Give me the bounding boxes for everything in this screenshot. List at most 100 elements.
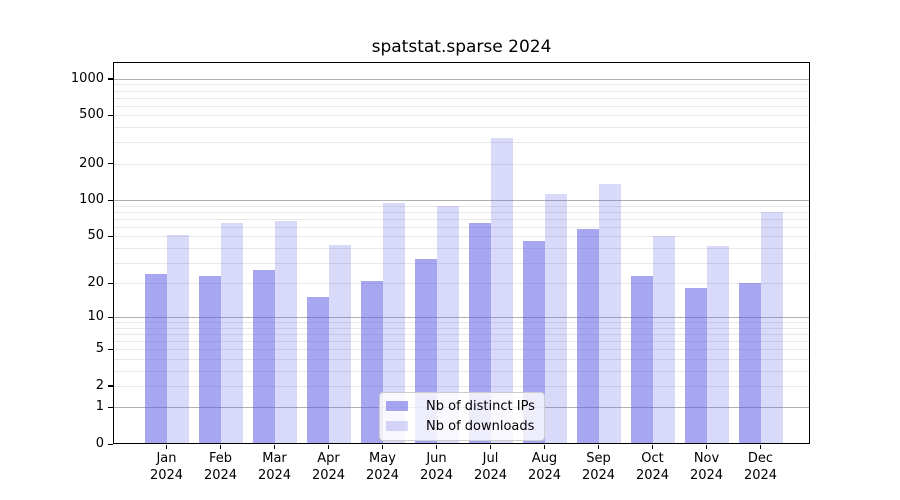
- x-tick-mark: [328, 444, 330, 449]
- x-tick-label-jan: Jan 2024: [149, 451, 184, 483]
- x-tick-mark: [166, 444, 168, 449]
- y-tick-label: 10: [87, 309, 104, 325]
- y-gridline-minor: [113, 349, 810, 351]
- bar-distinct-ips-jul: [468, 223, 491, 444]
- x-tick-label-feb: Feb 2024: [203, 451, 238, 483]
- y-tick-mark: [108, 385, 113, 387]
- bar-distinct-ips-oct: [630, 276, 653, 444]
- y-gridline-minor: [113, 205, 810, 207]
- y-gridline-minor: [113, 142, 810, 144]
- x-tick-label-sep: Sep 2024: [581, 451, 616, 483]
- bar-downloads-apr: [328, 245, 351, 444]
- x-tick-label-apr: Apr 2024: [311, 451, 346, 483]
- x-tick-mark: [274, 444, 276, 449]
- legend-entry-distinct-ips: Nb of distinct IPs: [386, 396, 535, 416]
- y-gridline-major: [113, 200, 810, 202]
- bar-downloads-aug: [544, 193, 567, 444]
- y-tick-label: 0: [95, 436, 104, 451]
- x-tick-label-jul: Jul 2024: [473, 451, 508, 483]
- y-gridline-minor: [113, 211, 810, 213]
- x-tick-mark: [652, 444, 654, 449]
- y-tick-label: 500: [79, 107, 104, 123]
- bar-downloads-jul: [490, 138, 513, 444]
- y-gridline-minor: [113, 334, 810, 336]
- bar-downloads-mar: [274, 220, 297, 444]
- x-tick-label-may: May 2024: [365, 451, 400, 483]
- plot-area: Nb of distinct IPs Nb of downloads: [113, 62, 810, 444]
- bar-downloads-feb: [220, 222, 243, 444]
- x-tick-label-oct: Oct 2024: [635, 451, 670, 483]
- bar-downloads-dec: [760, 212, 783, 444]
- y-tick-mark: [108, 348, 113, 350]
- x-tick-label-jun: Jun 2024: [419, 451, 454, 483]
- legend-label-distinct-ips: Nb of distinct IPs: [426, 398, 535, 414]
- legend-swatch-distinct-ips: [386, 401, 408, 411]
- y-gridline-minor: [113, 341, 810, 343]
- y-gridline-minor: [113, 370, 810, 372]
- x-tick-mark: [436, 444, 438, 449]
- y-tick-mark: [108, 114, 113, 117]
- x-tick-mark: [382, 444, 384, 449]
- y-tick-mark: [108, 443, 113, 445]
- y-gridline-minor: [113, 127, 810, 129]
- y-gridline-minor: [113, 84, 810, 86]
- y-gridline-minor: [113, 90, 810, 92]
- y-gridline-minor: [113, 262, 810, 264]
- y-gridline-minor: [113, 105, 810, 107]
- y-gridline-minor: [113, 247, 810, 249]
- y-gridline-major: [113, 317, 810, 319]
- y-gridline-minor: [113, 358, 810, 360]
- bar-distinct-ips-feb: [198, 276, 221, 444]
- x-tick-mark: [598, 444, 600, 449]
- legend: Nb of distinct IPs Nb of downloads: [379, 392, 545, 441]
- y-tick-mark: [108, 163, 113, 165]
- bar-downloads-nov: [706, 246, 729, 444]
- y-tick-label: 5: [95, 341, 104, 357]
- bar-downloads-may: [382, 202, 405, 444]
- y-gridline-minor: [113, 226, 810, 228]
- y-tick-label: 2: [95, 377, 104, 393]
- y-gridline-minor: [113, 97, 810, 99]
- y-gridline-minor: [113, 163, 810, 165]
- y-tick-mark: [108, 406, 113, 409]
- x-tick-label-nov: Nov 2024: [689, 451, 724, 483]
- bar-distinct-ips-mar: [252, 269, 275, 444]
- x-tick-label-aug: Aug 2024: [527, 451, 562, 483]
- x-tick-mark: [490, 444, 492, 449]
- y-tick-label: 1000: [70, 70, 104, 86]
- y-gridline-minor: [113, 236, 810, 238]
- bar-downloads-jan: [166, 235, 189, 444]
- chart-title: spatstat.sparse 2024: [371, 37, 552, 57]
- legend-entry-downloads: Nb of downloads: [386, 416, 535, 436]
- x-tick-mark: [220, 444, 222, 449]
- bar-distinct-ips-sep: [576, 229, 599, 444]
- y-tick-mark: [108, 282, 113, 284]
- bar-distinct-ips-apr: [306, 297, 329, 444]
- x-tick-label-dec: Dec 2024: [743, 451, 778, 483]
- y-gridline-minor: [113, 115, 810, 117]
- bar-distinct-ips-jan: [144, 273, 167, 444]
- y-tick-mark: [108, 316, 113, 318]
- x-tick-mark: [544, 444, 546, 449]
- y-tick-label: 100: [79, 192, 104, 208]
- bar-downloads-sep: [598, 184, 621, 444]
- y-tick-mark: [108, 78, 113, 80]
- bar-distinct-ips-may: [360, 280, 383, 444]
- y-tick-mark: [108, 199, 113, 201]
- bar-downloads-jun: [436, 205, 459, 444]
- y-gridline-minor: [113, 218, 810, 220]
- y-tick-mark: [108, 235, 113, 237]
- y-tick-label: 1: [95, 399, 104, 415]
- y-tick-label: 50: [87, 228, 104, 244]
- y-tick-label: 20: [87, 275, 104, 291]
- y-gridline-minor: [113, 322, 810, 324]
- bar-distinct-ips-dec: [738, 283, 761, 444]
- legend-swatch-downloads: [386, 421, 408, 431]
- y-tick-label: 200: [79, 155, 104, 171]
- y-gridline-minor: [113, 283, 810, 285]
- bar-downloads-oct: [652, 236, 675, 444]
- legend-label-downloads: Nb of downloads: [426, 418, 535, 434]
- y-gridline-major: [113, 78, 810, 80]
- y-gridline-minor: [113, 327, 810, 329]
